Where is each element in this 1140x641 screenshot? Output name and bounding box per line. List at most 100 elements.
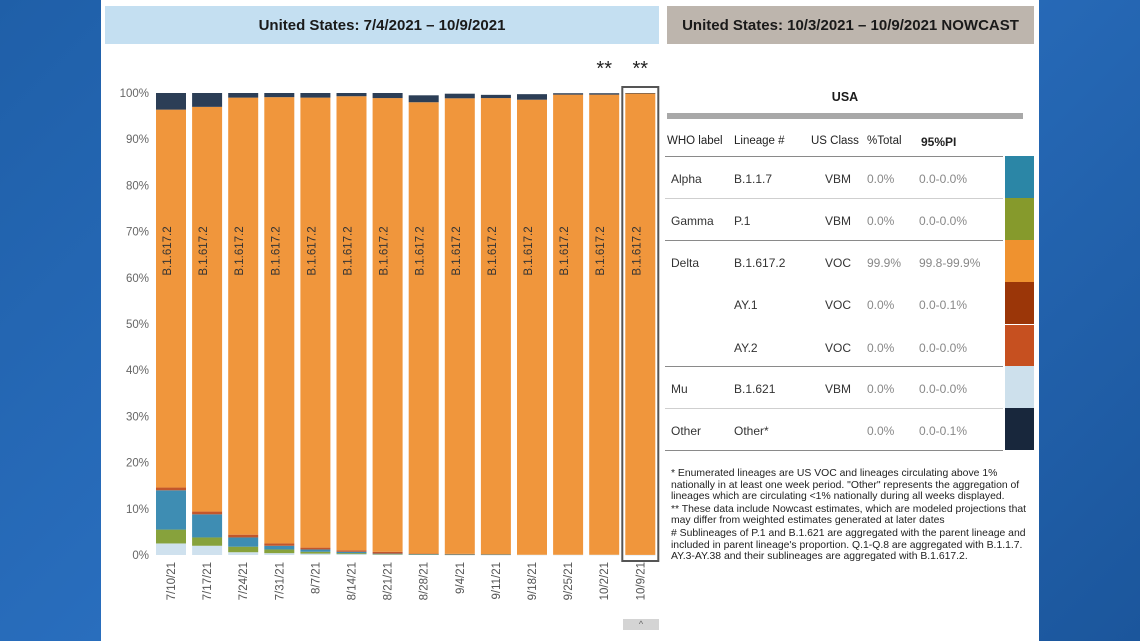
x-tick-label: 9/4/21 [455,562,467,594]
bar-segment [264,543,295,546]
y-tick-label: 100% [120,88,149,100]
bar-segment [192,545,223,555]
bar-segment [228,97,259,535]
lineage-color-swatch [1005,366,1034,408]
lineage-name: B.1.1.7 [734,172,773,186]
x-tick-label: 10/2/21 [599,562,611,600]
percent-total: 99.9% [867,256,902,270]
x-tick-label: 7/24/21 [238,562,250,600]
who-label: Gamma [671,214,714,228]
bar-segment [228,552,259,555]
bar-label: B.1.617.2 [559,226,571,275]
lineage-name: B.1.621 [734,382,776,396]
bar-segment [300,93,331,98]
x-tick-label: 8/28/21 [419,562,431,600]
bar-segment [444,553,475,555]
bar-segment [300,549,331,552]
lineage-name: AY.1 [734,298,758,312]
bar-segment [372,554,403,555]
bar-segment [480,554,511,556]
report-panel: United States: 7/4/2021 – 10/9/2021 Unit… [101,0,1039,641]
lineage-color-swatch [1005,240,1034,282]
bar-segment [228,537,259,547]
bar-segment [444,554,475,555]
bar-segment [625,93,656,555]
who-label: Mu [671,382,688,396]
bar-segment [553,94,584,555]
bar-segment [264,545,295,550]
bar-segment [336,550,367,552]
bar-segment [480,98,511,555]
y-tick-label: 70% [126,227,149,239]
row-divider [665,240,1003,241]
bar-label: B.1.617.2 [451,226,463,275]
header-nowcast: United States: 10/3/2021 – 10/9/2021 NOW… [667,6,1034,44]
x-tick-label: 8/14/21 [347,562,359,600]
lineage-color-swatch [1005,282,1034,324]
bar-segment [300,547,331,550]
bar-segment [408,554,439,555]
bar-segment [156,487,186,491]
x-tick-label: 7/10/21 [166,562,178,600]
bar-segment [336,554,367,555]
x-tick-label: 8/21/21 [383,562,395,600]
lineage-color-swatch [1005,408,1034,450]
bar-segment [444,98,475,554]
bar-segment [372,93,403,99]
bar-segment [264,93,295,98]
bar-label: B.1.617.2 [379,226,391,275]
bar-label: B.1.617.2 [487,226,499,275]
y-tick-label: 60% [126,273,149,285]
bar-segment [336,553,367,555]
row-divider [665,408,1003,409]
bar-segment [264,549,295,554]
pi-range: 0.0-0.0% [919,382,968,396]
variant-proportion-chart: 0% 10% 20% 30% 40% 50% 60% 70% 80% 90% 100% B.1.617… [120,58,660,600]
percent-total: 0.0% [867,214,895,228]
column-header: WHO label [667,135,723,147]
us-class: VBM [825,214,852,228]
bar-label: B.1.617.2 [162,226,174,275]
pi-range: 0.0-0.0% [919,172,968,186]
bar-segment [300,97,331,548]
percent-total: 0.0% [867,172,895,186]
y-tick-label: 90% [126,134,149,146]
bar-segment [553,93,584,95]
us-class: VBM [825,172,852,186]
bar-segment [192,93,223,107]
bar-segment [300,553,331,555]
header-historical: United States: 7/4/2021 – 10/9/2021 [105,6,659,44]
percent-total: 0.0% [867,424,895,438]
x-tick-label: 7/17/21 [202,562,214,600]
nowcast-marker: ** [633,58,649,80]
bar-label: B.1.617.2 [270,226,282,275]
x-tick-label: 9/25/21 [563,562,575,600]
percent-total: 0.0% [867,298,895,312]
y-tick-label: 0% [132,550,149,562]
bar-segment [156,93,186,110]
bar-segment [408,95,439,103]
bar-segment [228,534,259,538]
bar-label: B.1.617.2 [306,226,318,275]
bar-segment [372,551,403,554]
bar-segment [408,553,439,555]
y-tick-label: 10% [126,504,149,516]
column-header: %Total [867,135,902,147]
y-tick-label: 80% [126,180,149,192]
bar-label: B.1.617.2 [595,226,607,275]
who-label: Other [671,424,702,438]
lineage-color-swatch [1005,325,1034,367]
y-tick-label: 20% [126,458,149,470]
column-header: Lineage # [734,135,785,147]
x-tick-label: 9/11/21 [491,562,503,600]
scroll-up-icon[interactable]: ^ [623,619,659,630]
x-tick-label: 10/9/21 [635,562,647,600]
bar-segment [372,554,403,556]
bar-segment [444,93,475,99]
pi-range: 0.0-0.0% [919,214,968,228]
footnote: # Sublineages of P.1 and B.1.621 are agg… [671,527,1026,563]
table-title-underline [667,113,1023,119]
lineage-name: Other* [734,424,769,438]
bar-segment [517,554,547,556]
pi-range: 99.8-99.9% [919,256,981,270]
